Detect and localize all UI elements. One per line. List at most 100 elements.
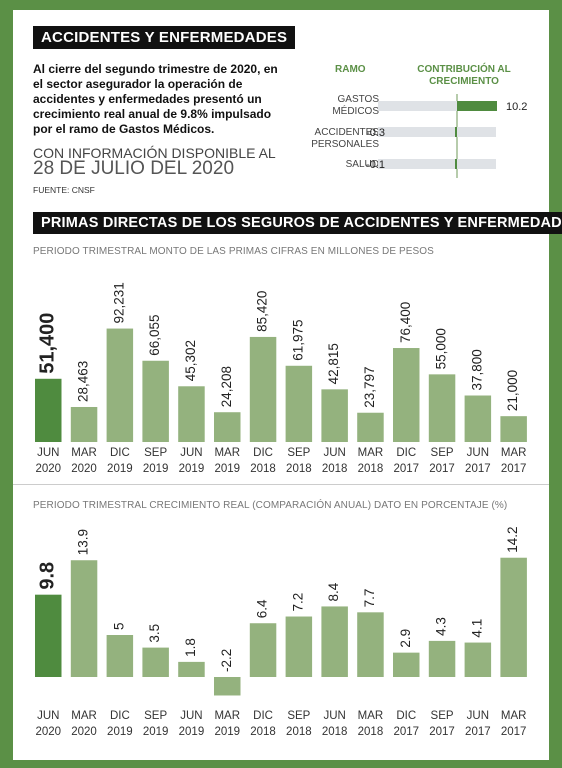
- growth-value-label: -2.2: [219, 649, 234, 672]
- premiums-tick-label: MAR: [358, 447, 384, 459]
- growth-tick-label: 2017: [393, 726, 419, 738]
- growth-tick-label: JUN: [37, 710, 59, 722]
- premiums-value-label: 66,055: [147, 314, 162, 355]
- source-note: FUENTE: CNSF: [33, 185, 95, 195]
- premiums-bar: [321, 389, 348, 442]
- premiums-value-label: 37,800: [469, 349, 484, 390]
- growth-tick-label: SEP: [144, 710, 167, 722]
- growth-value-label: 1.8: [183, 638, 198, 657]
- growth-tick-label: DIC: [253, 710, 273, 722]
- growth-tick-label: JUN: [323, 710, 345, 722]
- growth-tick-label: MAR: [71, 710, 97, 722]
- growth-tick-label: 2019: [214, 726, 240, 738]
- premiums-tick-label: 2020: [71, 463, 97, 475]
- premiums-tick-label: 2017: [393, 463, 419, 475]
- growth-tick-label: 2017: [429, 726, 455, 738]
- growth-bar: [214, 677, 241, 696]
- premiums-tick-label: SEP: [431, 447, 454, 459]
- growth-value-label: 14.2: [505, 526, 520, 552]
- contribution-bar: [455, 127, 457, 137]
- premiums-bar: [500, 416, 527, 442]
- premiums-tick-label: MAR: [214, 447, 240, 459]
- premiums-tick-label: JUN: [180, 447, 202, 459]
- premiums-tick-label: 2018: [250, 463, 276, 475]
- contribution-column-header: Contribución al crecimiento: [417, 64, 511, 87]
- growth-tick-label: 2019: [107, 726, 133, 738]
- section-title-accidents: Accidentes y enfermedades: [33, 26, 296, 49]
- premiums-tick-label: MAR: [71, 447, 97, 459]
- premiums-tick-label: 2017: [465, 463, 491, 475]
- contribution-track: [378, 159, 496, 169]
- growth-tick-label: SEP: [431, 710, 454, 722]
- premiums-tick-label: 2020: [35, 463, 61, 475]
- contribution-track: [378, 101, 496, 111]
- premiums-tick-label: JUN: [323, 447, 345, 459]
- premiums-value-label: 23,797: [362, 366, 377, 407]
- premiums-tick-label: DIC: [396, 447, 416, 459]
- growth-value-label: 4.1: [469, 619, 484, 638]
- section-title-primas: Primas directas de los seguros de accide…: [33, 212, 562, 234]
- premiums-value-label: 24,208: [219, 366, 234, 407]
- premiums-tick-label: SEP: [144, 447, 167, 459]
- premiums-tick-label: SEP: [287, 447, 310, 459]
- premiums-bar: [285, 365, 313, 442]
- premiums-bar: [214, 412, 241, 442]
- growth-value-label: 8.4: [326, 582, 341, 601]
- infographic-panel: Accidentes y enfermedades Al cierre del …: [13, 10, 562, 760]
- premiums-value-label: 28,463: [76, 361, 91, 402]
- growth-bar: [285, 616, 313, 677]
- growth-tick-label: 2020: [35, 726, 61, 738]
- growth-value-label: 7.7: [362, 589, 377, 608]
- growth-bar: [178, 661, 205, 677]
- premiums-value-label: 76,400: [398, 302, 413, 343]
- premiums-tick-label: DIC: [110, 447, 130, 459]
- contribution-value-label: -0.3: [366, 127, 385, 139]
- premiums-value-label: 42,815: [326, 343, 341, 384]
- growth-tick-label: MAR: [501, 710, 527, 722]
- growth-tick-label: DIC: [110, 710, 130, 722]
- growth-tick-label: 2018: [250, 726, 276, 738]
- growth-tick-label: 2017: [501, 726, 527, 738]
- chart-divider: [13, 484, 549, 485]
- availability-note: Con información disponible al 28 de juli…: [33, 145, 295, 178]
- premiums-bar: [35, 378, 62, 442]
- growth-tick-label: 2018: [358, 726, 384, 738]
- premiums-bar: [464, 395, 492, 442]
- growth-tick-label: MAR: [214, 710, 240, 722]
- growth-tick-label: MAR: [358, 710, 384, 722]
- premiums-tick-label: JUN: [467, 447, 489, 459]
- premiums-tick-label: 2018: [358, 463, 384, 475]
- growth-value-label: 4.3: [434, 617, 449, 636]
- growth-value-label: 13.9: [76, 529, 91, 555]
- growth-bar: [428, 640, 456, 677]
- growth-tick-label: 2019: [143, 726, 169, 738]
- premiums-bar: [393, 348, 420, 442]
- premiums-bar: [357, 412, 384, 442]
- premiums-value-label: 61,975: [290, 319, 305, 360]
- growth-value-label: 3.5: [147, 624, 162, 643]
- growth-tick-label: 2017: [465, 726, 491, 738]
- row-label-accidentes: Accidentes personales: [311, 127, 379, 150]
- row-label-salud: Salud: [345, 159, 379, 170]
- growth-value-label: 6.4: [255, 599, 270, 618]
- growth-bar: [106, 635, 134, 677]
- premiums-value-label: 85,420: [255, 291, 270, 332]
- premiums-tick-label: MAR: [501, 447, 527, 459]
- growth-value-label: 5: [111, 622, 126, 630]
- premiums-tick-label: JUN: [37, 447, 59, 459]
- premiums-tick-label: 2019: [179, 463, 205, 475]
- growth-bar: [393, 652, 420, 677]
- growth-chart-subtitle: Periodo trimestral Crecimiento real (com…: [33, 500, 508, 511]
- premiums-value-label: 55,000: [434, 328, 449, 369]
- growth-tick-label: JUN: [180, 710, 202, 722]
- growth-bar: [464, 642, 492, 677]
- premiums-tick-label: DIC: [253, 447, 273, 459]
- contribution-bar: [455, 159, 457, 169]
- premiums-bar: [249, 336, 277, 442]
- contribution-track: [378, 127, 496, 137]
- growth-tick-label: SEP: [287, 710, 310, 722]
- growth-value-label: 7.2: [290, 593, 305, 612]
- premiums-tick-label: 2019: [214, 463, 240, 475]
- growth-bar: [70, 560, 98, 677]
- premiums-tick-label: 2019: [107, 463, 133, 475]
